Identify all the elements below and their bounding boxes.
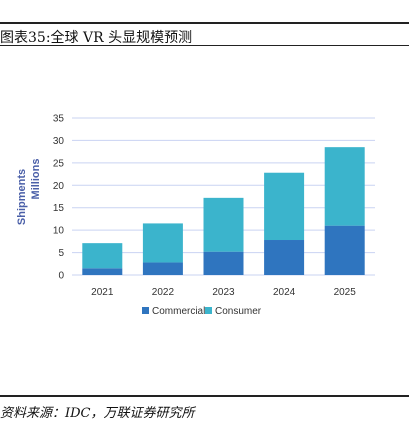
figure-title: 图表35:全球 VR 头显规模预测: [0, 30, 193, 46]
y-tick-label: 25: [53, 158, 65, 169]
bar-commercial-2025: [324, 225, 365, 275]
bar-commercial-2023: [203, 251, 244, 275]
chart-area: 0 5 10 15 20 25 30 35 Shipments Millions 2021 2022 2…: [0, 46, 413, 346]
x-tick-label: 2021: [91, 287, 114, 298]
bar-consumer-2023: [203, 197, 244, 252]
bar-consumer-2021: [82, 243, 123, 269]
y-tick-label: 10: [53, 226, 65, 237]
legend-label-commercial: Commercial: [152, 306, 205, 317]
y-tick-label: 35: [53, 114, 65, 125]
bar-commercial-2022: [142, 262, 183, 275]
x-tick-label: 2024: [273, 287, 296, 298]
x-tick-label: 2025: [334, 287, 357, 298]
legend-swatch-commercial: [142, 307, 149, 314]
bar-commercial-2024: [264, 240, 305, 275]
source-note: 资料来源：IDC，万联证券研究所: [0, 406, 195, 421]
y-tick-label: 20: [53, 181, 65, 192]
y-axis-unit: Millions: [30, 159, 42, 200]
x-tick-label: 2022: [152, 287, 175, 298]
y-tick-label: 15: [53, 203, 65, 214]
x-tick-label: 2023: [212, 287, 235, 298]
y-tick-label: 0: [58, 271, 64, 282]
legend-swatch-consumer: [205, 307, 212, 314]
source-footer: 资料来源：IDC，万联证券研究所: [0, 395, 409, 423]
bar-consumer-2022: [142, 223, 183, 263]
y-tick-label: 5: [58, 248, 64, 259]
legend-label-consumer: Consumer: [215, 306, 262, 317]
bar-consumer-2025: [324, 147, 365, 226]
y-axis-title: Shipments: [16, 169, 28, 225]
bar-consumer-2024: [264, 172, 305, 241]
bar-commercial-2021: [82, 268, 123, 275]
y-tick-label: 30: [53, 136, 65, 147]
figure-title-bar: 图表35:全球 VR 头显规模预测: [0, 22, 409, 46]
